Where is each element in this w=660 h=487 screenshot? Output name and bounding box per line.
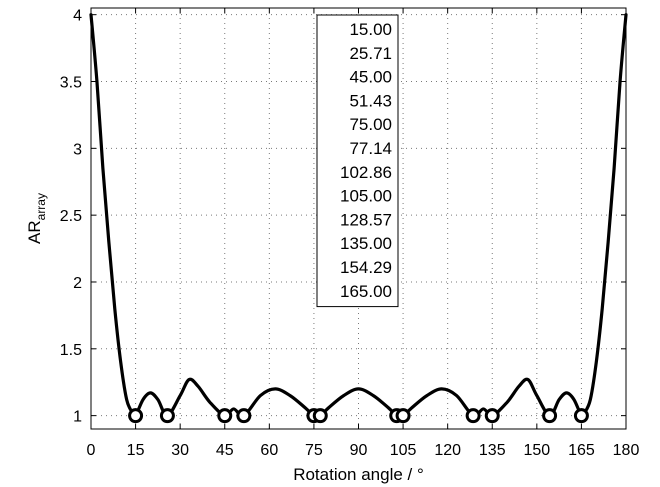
y-tick-label: 2 bbox=[73, 275, 82, 292]
x-tick-label: 75 bbox=[305, 442, 323, 459]
y-axis-label-main: AR bbox=[25, 220, 44, 244]
marker-circle bbox=[573, 408, 589, 424]
y-tick-label: 1 bbox=[73, 409, 82, 426]
marker-circle bbox=[395, 408, 411, 424]
x-tick-label: 90 bbox=[350, 442, 368, 459]
annotation-line: 75.00 bbox=[349, 115, 392, 134]
y-tick-label: 4 bbox=[73, 8, 82, 25]
marker-circle bbox=[159, 408, 175, 424]
annotation-frame bbox=[316, 14, 399, 308]
annotation-line: 25.71 bbox=[349, 44, 392, 63]
x-tick-labels: 0 15 30 45 60 75 90 105 120 135 150 165 180 bbox=[87, 442, 640, 459]
series-line-ar-array bbox=[89, 13, 628, 419]
series-layer bbox=[89, 13, 628, 419]
tick-marks bbox=[90, 8, 627, 429]
marker-circle bbox=[465, 408, 481, 424]
y-axis-label: ARarray bbox=[25, 193, 48, 244]
x-tick-label: 30 bbox=[171, 442, 189, 459]
y-tick-label: 3 bbox=[73, 141, 82, 158]
marker-circle bbox=[217, 408, 233, 424]
annotation-line: 128.57 bbox=[340, 210, 392, 229]
x-tick-label: 105 bbox=[390, 442, 417, 459]
grid-lines bbox=[90, 8, 627, 429]
marker-circle bbox=[236, 408, 252, 424]
y-tick-label: 3.5 bbox=[60, 75, 82, 92]
annotation-line: 15.00 bbox=[349, 20, 392, 39]
x-tick-label: 45 bbox=[216, 442, 234, 459]
marker-layer bbox=[128, 408, 589, 424]
annotation-box: 15.00 25.71 45.00 51.43 75.00 77.14 102.86 105.… bbox=[316, 14, 399, 308]
x-tick-label: 180 bbox=[613, 442, 640, 459]
y-tick-label: 2.5 bbox=[60, 208, 82, 225]
marker-circle bbox=[128, 408, 144, 424]
x-axis-label: Rotation angle / ° bbox=[293, 465, 424, 484]
annotation-line: 51.43 bbox=[349, 91, 392, 110]
marker-circle bbox=[312, 408, 328, 424]
x-tick-label: 150 bbox=[523, 442, 550, 459]
annotation-line: 154.29 bbox=[340, 258, 392, 277]
x-tick-label: 0 bbox=[87, 442, 96, 459]
annotation-line: 102.86 bbox=[340, 163, 392, 182]
y-tick-labels: 1 1.5 2 2.5 3 3.5 4 bbox=[60, 8, 82, 426]
x-tick-label: 120 bbox=[434, 442, 461, 459]
annotation-line: 77.14 bbox=[349, 139, 392, 158]
annotation-line: 135.00 bbox=[340, 234, 392, 253]
marker-circle bbox=[542, 408, 558, 424]
y-tick-label: 1.5 bbox=[60, 342, 82, 359]
x-tick-label: 165 bbox=[568, 442, 595, 459]
annotation-line: 105.00 bbox=[340, 187, 392, 206]
marker-circle bbox=[484, 408, 500, 424]
x-tick-label: 15 bbox=[127, 442, 145, 459]
x-tick-label: 135 bbox=[479, 442, 506, 459]
annotation-line: 165.00 bbox=[340, 282, 392, 301]
annotation-line: 45.00 bbox=[349, 68, 392, 87]
y-axis-label-subscript: array bbox=[34, 193, 48, 220]
x-tick-label: 60 bbox=[260, 442, 278, 459]
